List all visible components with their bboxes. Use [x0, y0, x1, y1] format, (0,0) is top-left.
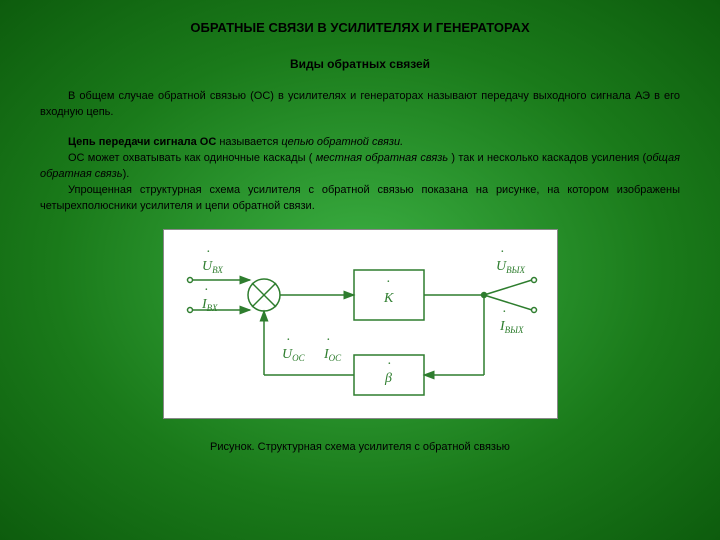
paragraph-1: В общем случае обратной связью (ОС) в ус…: [40, 89, 680, 121]
svg-text:IВЫХ: IВЫХ: [499, 319, 524, 335]
p2-t5: Упрощенная структурная схема усилителя с…: [40, 184, 680, 212]
label-beta: β: [384, 371, 392, 386]
svg-text:·: ·: [286, 333, 291, 348]
diagram-container: K · β · UВХ · IВХ · UВЫХ · IВЫХ · UОС ·: [40, 229, 680, 419]
svg-text:·: ·: [500, 245, 505, 260]
svg-text:UОС: UОС: [282, 347, 306, 363]
page-title: ОБРАТНЫЕ СВЯЗИ В УСИЛИТЕЛЯХ И ГЕНЕРАТОРА…: [40, 20, 680, 35]
diagram-svg: K · β · UВХ · IВХ · UВЫХ · IВЫХ · UОС ·: [164, 230, 559, 420]
p2-t2: ОС может охватывать как одиночные каскад…: [68, 152, 316, 164]
p2-bold: Цепь передачи сигнала ОС: [68, 136, 216, 148]
label-k: K: [383, 291, 394, 306]
p2-t3: ) так и несколько каскадов усиления (: [448, 152, 646, 164]
svg-text:·: ·: [502, 305, 507, 320]
svg-text:UВХ: UВХ: [202, 259, 223, 275]
p2-t1: называется: [216, 136, 281, 148]
section-subtitle: Виды обратных связей: [40, 57, 680, 71]
paragraph-2: Цепь передачи сигнала ОС называется цепь…: [40, 135, 680, 215]
para1-text: В общем случае обратной связью (ОС) в ус…: [40, 90, 680, 118]
svg-text:·: ·: [204, 283, 209, 298]
figure-caption: Рисунок. Структурная схема усилителя с о…: [40, 441, 680, 453]
p2-i2: местная обратная связь: [316, 152, 448, 164]
svg-text:·: ·: [386, 275, 391, 290]
block-diagram: K · β · UВХ · IВХ · UВЫХ · IВЫХ · UОС ·: [163, 229, 558, 419]
p2-i1: цепью обратной связи.: [281, 136, 403, 148]
p2-t4: ).: [123, 168, 130, 180]
svg-text:·: ·: [326, 333, 331, 348]
svg-text:UВЫХ: UВЫХ: [496, 259, 525, 275]
svg-text:·: ·: [387, 357, 392, 372]
svg-text:IОС: IОС: [323, 347, 342, 363]
svg-text:·: ·: [206, 245, 211, 260]
svg-text:IВХ: IВХ: [201, 297, 218, 313]
